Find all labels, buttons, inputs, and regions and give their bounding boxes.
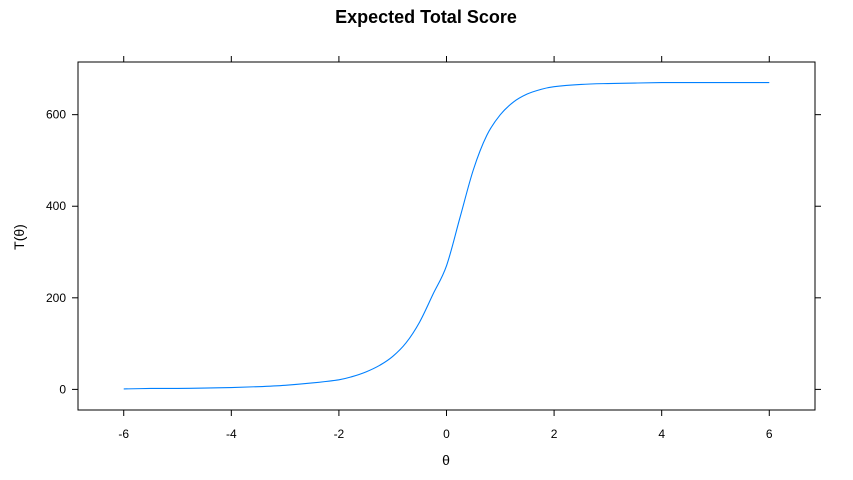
x-tick-label: -2	[334, 427, 345, 441]
expected-score-curve	[123, 82, 770, 390]
x-axis: -6 -4 -2 0 2 4 6	[118, 56, 773, 441]
chart-title: Expected Total Score	[335, 7, 517, 27]
x-tick-label: 2	[551, 427, 558, 441]
y-tick-label: 200	[46, 291, 66, 305]
y-tick-label: 0	[59, 382, 66, 396]
plot-frame	[77, 61, 816, 411]
y-tick-label: 600	[46, 108, 66, 122]
x-axis-label: θ	[442, 452, 450, 468]
x-tick-label: 4	[658, 427, 665, 441]
y-axis-label: T(θ)	[11, 224, 27, 250]
x-tick-label: -4	[226, 427, 237, 441]
y-tick-label: 400	[46, 199, 66, 213]
x-tick-label: 6	[766, 427, 773, 441]
x-tick-label: -6	[118, 427, 129, 441]
y-axis: 0 200 400 600	[46, 108, 821, 396]
x-tick-label: 0	[443, 427, 450, 441]
